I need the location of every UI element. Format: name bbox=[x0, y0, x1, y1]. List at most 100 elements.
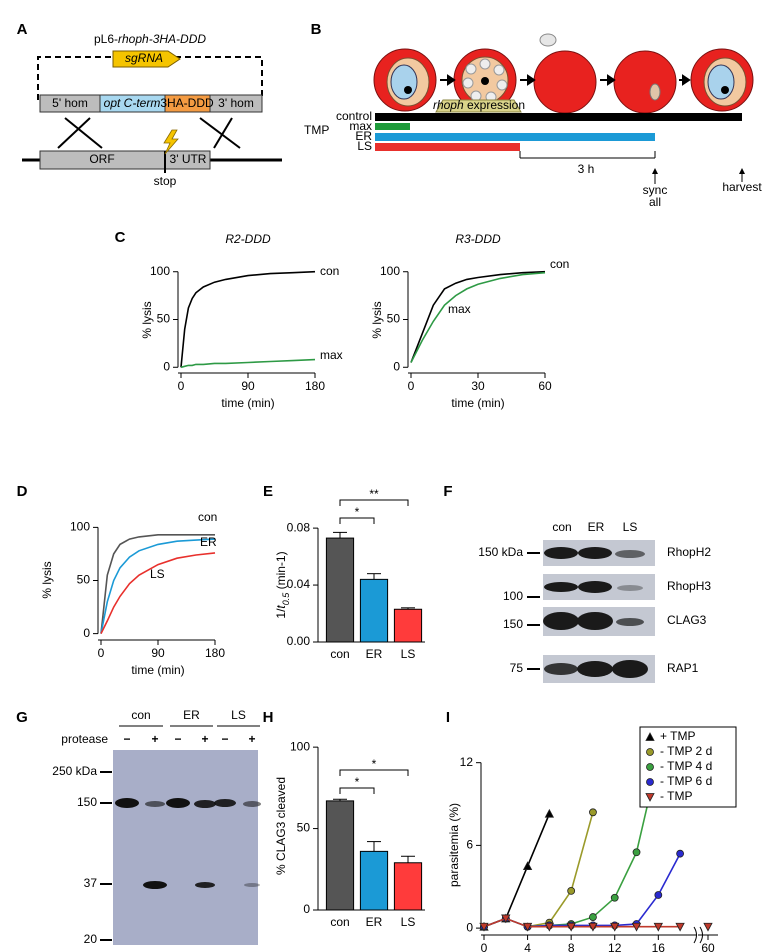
protease-sign: − bbox=[174, 732, 181, 746]
panel-g-blot bbox=[113, 750, 261, 945]
bar-control bbox=[375, 113, 742, 121]
expression-window bbox=[435, 99, 522, 113]
point bbox=[610, 893, 619, 902]
panel-label: G bbox=[16, 709, 28, 726]
y-axis-label: parasitemia (%) bbox=[447, 803, 461, 887]
significance-bracket bbox=[339, 499, 409, 506]
bar bbox=[325, 800, 355, 911]
marker-label: 150 kDa bbox=[478, 545, 523, 559]
protein-label: RhopH2 bbox=[667, 545, 711, 559]
axis-break bbox=[693, 926, 703, 944]
band bbox=[115, 798, 139, 808]
point bbox=[479, 922, 489, 932]
merozoite bbox=[496, 79, 508, 91]
merozoite bbox=[539, 33, 557, 47]
interval-label: 3 h bbox=[578, 162, 595, 176]
y-tick-label: 0 bbox=[466, 920, 473, 934]
band bbox=[615, 550, 645, 558]
x-tick-label: 30 bbox=[471, 379, 485, 393]
y-tick-label: 50 bbox=[157, 312, 171, 326]
y-tick-label: 0.00 bbox=[287, 634, 311, 648]
arrow-head bbox=[739, 168, 745, 174]
x-tick-label: 12 bbox=[608, 941, 622, 952]
point bbox=[544, 808, 555, 818]
protease-label: protease bbox=[61, 732, 108, 746]
point bbox=[631, 922, 642, 932]
y-tick-label: 50 bbox=[387, 312, 401, 326]
condition-label: ER bbox=[355, 129, 372, 143]
cell bbox=[690, 48, 754, 112]
y-tick-label: 100 bbox=[380, 264, 400, 278]
box-label: ORF bbox=[89, 152, 114, 166]
panel-label: E bbox=[263, 483, 273, 500]
series-label: max bbox=[320, 348, 343, 362]
box-label: 3HA-DDD bbox=[160, 96, 214, 110]
panel-label: B bbox=[311, 21, 322, 38]
series-line bbox=[100, 534, 215, 634]
point bbox=[522, 922, 533, 932]
x-tick-label: 0 bbox=[98, 646, 105, 660]
cell bbox=[373, 48, 437, 112]
x-tick-label: 0 bbox=[481, 941, 488, 952]
box-label: 3' UTR bbox=[170, 152, 207, 166]
y-tick-label: 50 bbox=[297, 821, 311, 835]
x-tick-label: 4 bbox=[524, 941, 531, 952]
merozoite bbox=[465, 63, 477, 75]
condition-label: max bbox=[349, 119, 372, 133]
protein-label: RAP1 bbox=[667, 661, 699, 675]
y-axis-label-part: % CLAG3 cleaved bbox=[274, 777, 288, 875]
band bbox=[544, 547, 578, 559]
x-tick-label: 90 bbox=[241, 379, 255, 393]
panel-label: D bbox=[17, 483, 28, 500]
point bbox=[703, 922, 713, 932]
panel-label: H bbox=[263, 709, 274, 726]
band bbox=[143, 881, 167, 889]
series-line bbox=[180, 358, 316, 369]
series-line bbox=[100, 552, 216, 634]
point bbox=[589, 808, 597, 817]
band bbox=[214, 799, 236, 807]
point bbox=[610, 922, 620, 932]
panel-label: I bbox=[446, 709, 450, 726]
legend-label: + TMP bbox=[660, 729, 695, 743]
y-axis-label: % lysis bbox=[140, 301, 154, 338]
crossover bbox=[213, 117, 233, 149]
band bbox=[543, 612, 579, 630]
expression-gene: rhoph bbox=[433, 98, 464, 112]
band bbox=[544, 582, 578, 592]
sync-label: all bbox=[649, 195, 661, 209]
cell bbox=[453, 48, 517, 112]
point bbox=[566, 922, 576, 932]
panel-label: A bbox=[17, 21, 28, 38]
protease-sign: + bbox=[248, 732, 255, 746]
x-tick-label: con bbox=[330, 647, 349, 661]
arrow-head bbox=[447, 74, 456, 86]
panel-label: F bbox=[443, 483, 452, 500]
y-tick-label: 0 bbox=[303, 902, 310, 916]
point bbox=[501, 914, 511, 924]
sgrna-arrow bbox=[112, 50, 181, 68]
series-line bbox=[483, 917, 681, 928]
x-axis-label: time (min) bbox=[221, 396, 274, 410]
point bbox=[676, 849, 685, 858]
expression-word: expression bbox=[464, 98, 525, 112]
band bbox=[578, 547, 612, 559]
crossover-lines bbox=[57, 117, 241, 149]
box-label: opt C-term bbox=[104, 96, 161, 110]
y-tick-label: 0 bbox=[393, 359, 400, 373]
x-tick-label: 8 bbox=[568, 941, 575, 952]
protein-label: CLAG3 bbox=[667, 613, 707, 627]
bar-ls bbox=[375, 143, 520, 151]
x-tick-label: 16 bbox=[652, 941, 666, 952]
x-tick-label: 90 bbox=[151, 646, 165, 660]
bar-max bbox=[375, 123, 410, 130]
lane-label: con bbox=[131, 708, 150, 722]
y-axis-label-part: t bbox=[274, 605, 288, 609]
series-line bbox=[100, 538, 216, 634]
lane-label: con bbox=[552, 520, 571, 534]
significance-bracket bbox=[339, 787, 375, 794]
point bbox=[588, 922, 598, 932]
plasmid-name: rhoph-3HA-DDD bbox=[118, 32, 206, 46]
blot-membrane bbox=[113, 750, 258, 945]
